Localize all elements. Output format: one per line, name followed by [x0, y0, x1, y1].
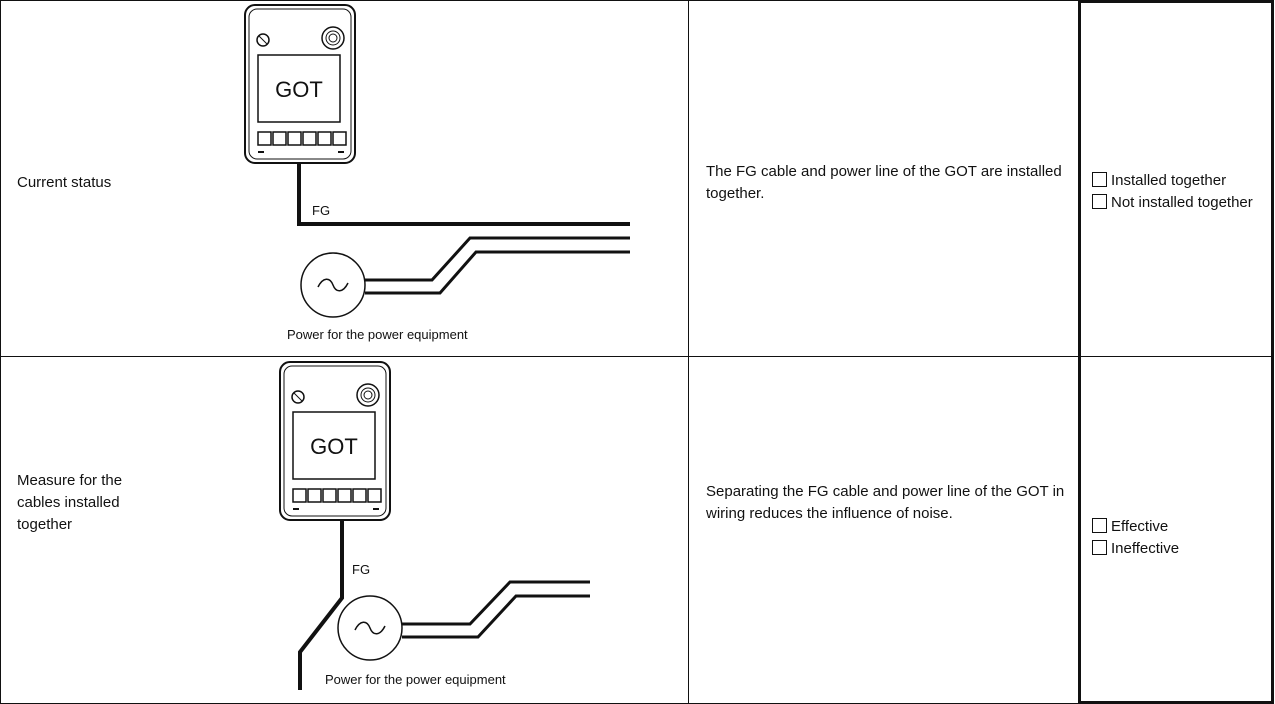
option-text: Ineffective	[1111, 540, 1180, 557]
row-label: Measure for the cables installed togethe…	[17, 472, 123, 533]
option[interactable]: Ineffective	[1092, 538, 1264, 560]
option-text: Installed together	[1111, 172, 1227, 189]
description: The FG cable and power line of the GOT a…	[706, 163, 1062, 202]
device-label: GOT	[310, 434, 358, 459]
fg-label: FG	[312, 203, 330, 218]
option[interactable]: Effective	[1092, 516, 1264, 538]
fg-label: FG	[352, 562, 370, 577]
checkbox[interactable]	[1092, 194, 1107, 209]
option[interactable]: Not installed together	[1092, 192, 1264, 214]
options: Installed together Not installed togethe…	[1092, 170, 1264, 214]
options: Effective Ineffective	[1092, 516, 1264, 560]
diagram	[279, 361, 590, 690]
checkbox[interactable]	[1092, 518, 1107, 533]
diagram	[244, 4, 630, 318]
option-text: Not installed together	[1111, 194, 1253, 211]
row-label: Current status	[17, 174, 112, 191]
checkbox[interactable]	[1092, 172, 1107, 187]
description: Separating the FG cable and power line o…	[706, 483, 1065, 522]
device-label: GOT	[275, 77, 323, 102]
option[interactable]: Installed together	[1092, 170, 1264, 192]
checkbox[interactable]	[1092, 540, 1107, 555]
power-label: Power for the power equipment	[287, 327, 468, 342]
option-text: Effective	[1111, 518, 1169, 535]
power-label: Power for the power equipment	[325, 672, 506, 687]
